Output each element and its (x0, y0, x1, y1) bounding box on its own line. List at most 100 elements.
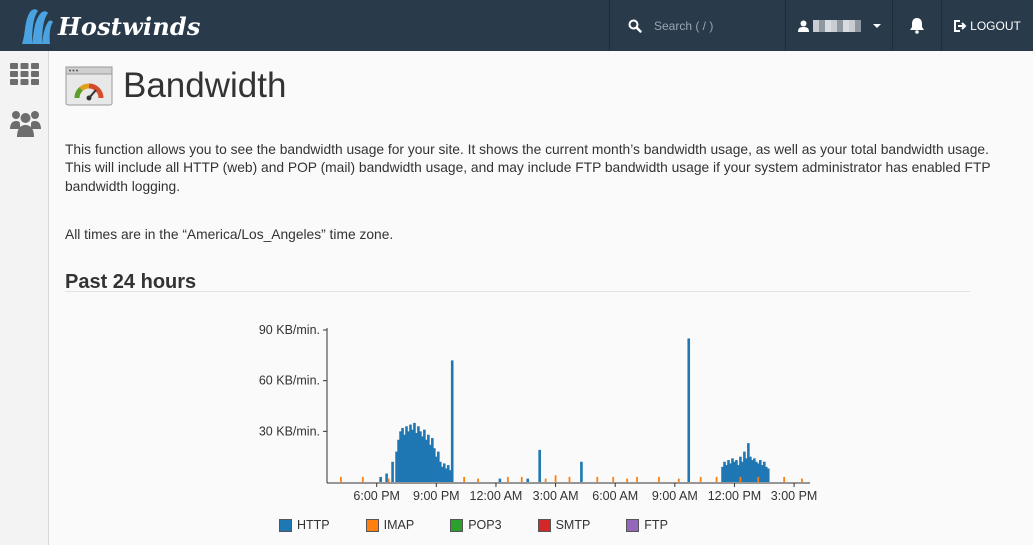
bar-imap (801, 478, 803, 482)
brand-name: Hostwinds (58, 11, 201, 41)
section-title: Past 24 hours (65, 271, 197, 293)
bar-http (498, 478, 502, 482)
bar-http (435, 456, 438, 482)
bar-imap (699, 476, 702, 482)
bar-http (397, 439, 400, 482)
bar-imap (477, 478, 479, 482)
bar-http (721, 466, 724, 482)
users-group-icon[interactable] (10, 109, 41, 137)
bar-http (762, 461, 766, 482)
bar-http (755, 461, 758, 482)
x-tick-label: 12:00 PM (708, 489, 762, 503)
notifications-button[interactable] (892, 0, 941, 51)
chart-legend: HTTP IMAP POP3 SMTP FTP (279, 517, 704, 533)
bar-http (427, 434, 430, 482)
bar-imap (544, 478, 547, 482)
bar-http (429, 444, 432, 482)
search-box[interactable]: Search ( / ) (609, 0, 785, 51)
legend-item-imap[interactable]: IMAP (365, 517, 415, 533)
user-menu[interactable] (785, 0, 892, 51)
bar-http (421, 436, 424, 482)
bar-http (448, 470, 452, 482)
bar-http (391, 461, 394, 482)
bar-http (737, 465, 740, 482)
bar-http (731, 458, 734, 482)
bar-http (405, 426, 408, 482)
logout-button[interactable]: LOGOUT (941, 0, 1033, 51)
bar-http (538, 449, 541, 482)
bar-http (749, 456, 752, 482)
bar-http (757, 463, 760, 482)
left-sidebar (0, 51, 49, 545)
legend-swatch (537, 518, 551, 532)
x-tick-label: 12:00 AM (470, 489, 523, 503)
search-input[interactable]: Search ( / ) (654, 18, 714, 33)
y-tick-label: 90 KB/min. (259, 323, 320, 337)
bar-http (403, 434, 406, 482)
y-tick-label: 30 KB/min. (259, 424, 320, 438)
bar-http (766, 468, 770, 482)
legend-item-smtp[interactable]: SMTP (537, 517, 590, 533)
bar-http (450, 360, 454, 482)
search-icon (628, 19, 642, 33)
bar-http (444, 468, 448, 482)
bar-imap (677, 478, 680, 482)
bar-imap (387, 478, 390, 482)
bar-imap (636, 476, 638, 482)
y-tick-label: 60 KB/min. (259, 374, 320, 388)
legend-label: FTP (644, 518, 668, 532)
legend-item-pop3[interactable]: POP3 (450, 517, 502, 533)
bar-http (442, 463, 446, 482)
bar-http (747, 443, 750, 482)
bar-http (751, 460, 754, 482)
bar-imap (340, 476, 342, 482)
bar-http (417, 426, 420, 482)
bar-imap (715, 476, 718, 482)
legend-item-http[interactable]: HTTP (279, 517, 330, 533)
bar-http (409, 424, 412, 482)
bar-imap (658, 476, 660, 482)
bar-http (580, 461, 583, 482)
bar-http (411, 429, 414, 482)
bar-http (413, 422, 416, 482)
legend-swatch (450, 518, 464, 532)
bar-http (741, 461, 744, 482)
bar-imap (520, 476, 523, 482)
bell-icon (910, 18, 924, 34)
legend-swatch (365, 518, 379, 532)
bar-http (758, 460, 762, 482)
bar-http (687, 338, 691, 482)
bar-imap (596, 476, 599, 482)
page-description: This function allows you to see the band… (65, 142, 991, 194)
top-bar: Hostwinds Search ( / ) (0, 0, 1033, 51)
bar-http (739, 456, 742, 482)
user-icon (798, 20, 809, 32)
apps-grid-icon[interactable] (10, 63, 39, 85)
bar-imap (568, 476, 571, 482)
bar-imap (739, 476, 742, 482)
x-tick-label: 9:00 PM (413, 489, 460, 503)
bar-http (727, 460, 730, 482)
username-redacted (813, 19, 861, 32)
bar-http (745, 458, 748, 482)
legend-label: POP3 (468, 518, 502, 532)
bar-http (401, 427, 404, 482)
legend-label: IMAP (383, 518, 415, 532)
bar-http (743, 451, 746, 482)
legend-swatch (279, 518, 292, 532)
logout-icon (954, 19, 967, 32)
x-tick-label: 3:00 PM (771, 489, 818, 503)
bar-http (407, 431, 410, 482)
legend-item-ftp[interactable]: FTP (626, 517, 668, 533)
bar-http (431, 438, 434, 482)
bar-http (425, 439, 428, 482)
timezone-note: All times are in the “America/Los_Angele… (65, 227, 394, 242)
bandwidth-chart: 30 KB/min. 60 KB/min. 90 KB/min. 6:00 PM 9:0… (259, 323, 818, 503)
bar-http (395, 451, 398, 482)
bar-imap (506, 476, 509, 482)
brand-logo[interactable]: Hostwinds (18, 4, 201, 48)
bandwidth-gauge-icon (65, 66, 113, 106)
logout-label: LOGOUT (970, 18, 1021, 33)
bar-http (423, 429, 426, 482)
bar-imap (361, 476, 364, 482)
